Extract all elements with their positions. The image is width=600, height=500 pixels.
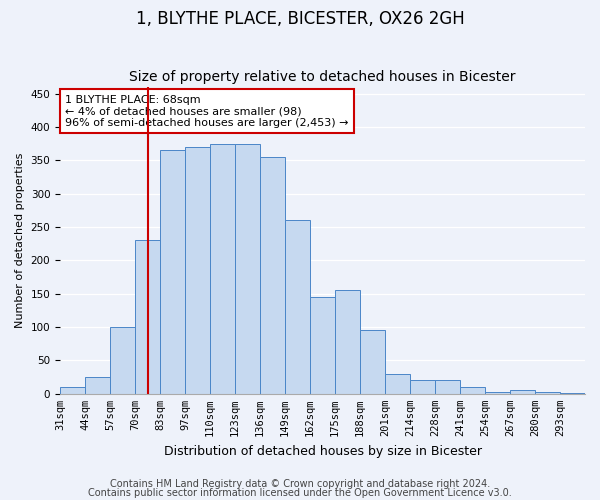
Bar [485,392,510,394]
Bar [60,387,85,394]
Bar [260,157,285,394]
Bar [535,392,560,394]
Text: Contains HM Land Registry data © Crown copyright and database right 2024.: Contains HM Land Registry data © Crown c… [110,479,490,489]
Bar [160,150,185,394]
Bar [560,393,585,394]
Bar [285,220,310,394]
Bar [460,387,485,394]
Bar [235,144,260,394]
Bar [335,290,360,394]
Text: Contains public sector information licensed under the Open Government Licence v3: Contains public sector information licen… [88,488,512,498]
Bar [510,390,535,394]
Bar [210,144,235,394]
Y-axis label: Number of detached properties: Number of detached properties [15,152,25,328]
Bar [85,377,110,394]
Bar [360,330,385,394]
Text: 1, BLYTHE PLACE, BICESTER, OX26 2GH: 1, BLYTHE PLACE, BICESTER, OX26 2GH [136,10,464,28]
Bar [185,147,210,394]
Bar [385,374,410,394]
Bar [135,240,160,394]
Text: 1 BLYTHE PLACE: 68sqm
← 4% of detached houses are smaller (98)
96% of semi-detac: 1 BLYTHE PLACE: 68sqm ← 4% of detached h… [65,94,349,128]
X-axis label: Distribution of detached houses by size in Bicester: Distribution of detached houses by size … [164,444,482,458]
Bar [110,327,135,394]
Bar [410,380,435,394]
Bar [310,297,335,394]
Title: Size of property relative to detached houses in Bicester: Size of property relative to detached ho… [129,70,516,85]
Bar [435,380,460,394]
